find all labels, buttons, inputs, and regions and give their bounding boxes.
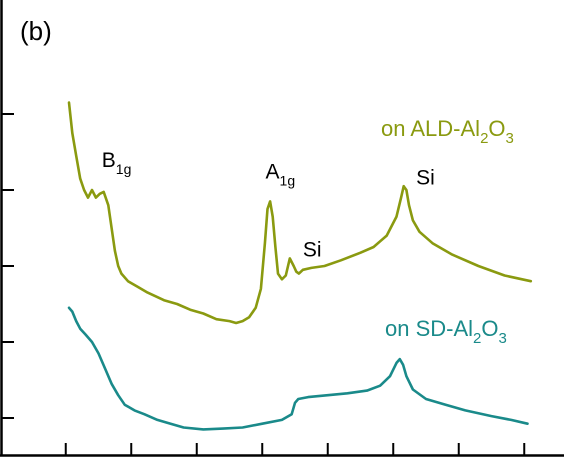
peak-label-2: Si <box>303 239 322 262</box>
panel-label: (b) <box>20 16 52 46</box>
peak-label-3: Si <box>416 166 435 189</box>
